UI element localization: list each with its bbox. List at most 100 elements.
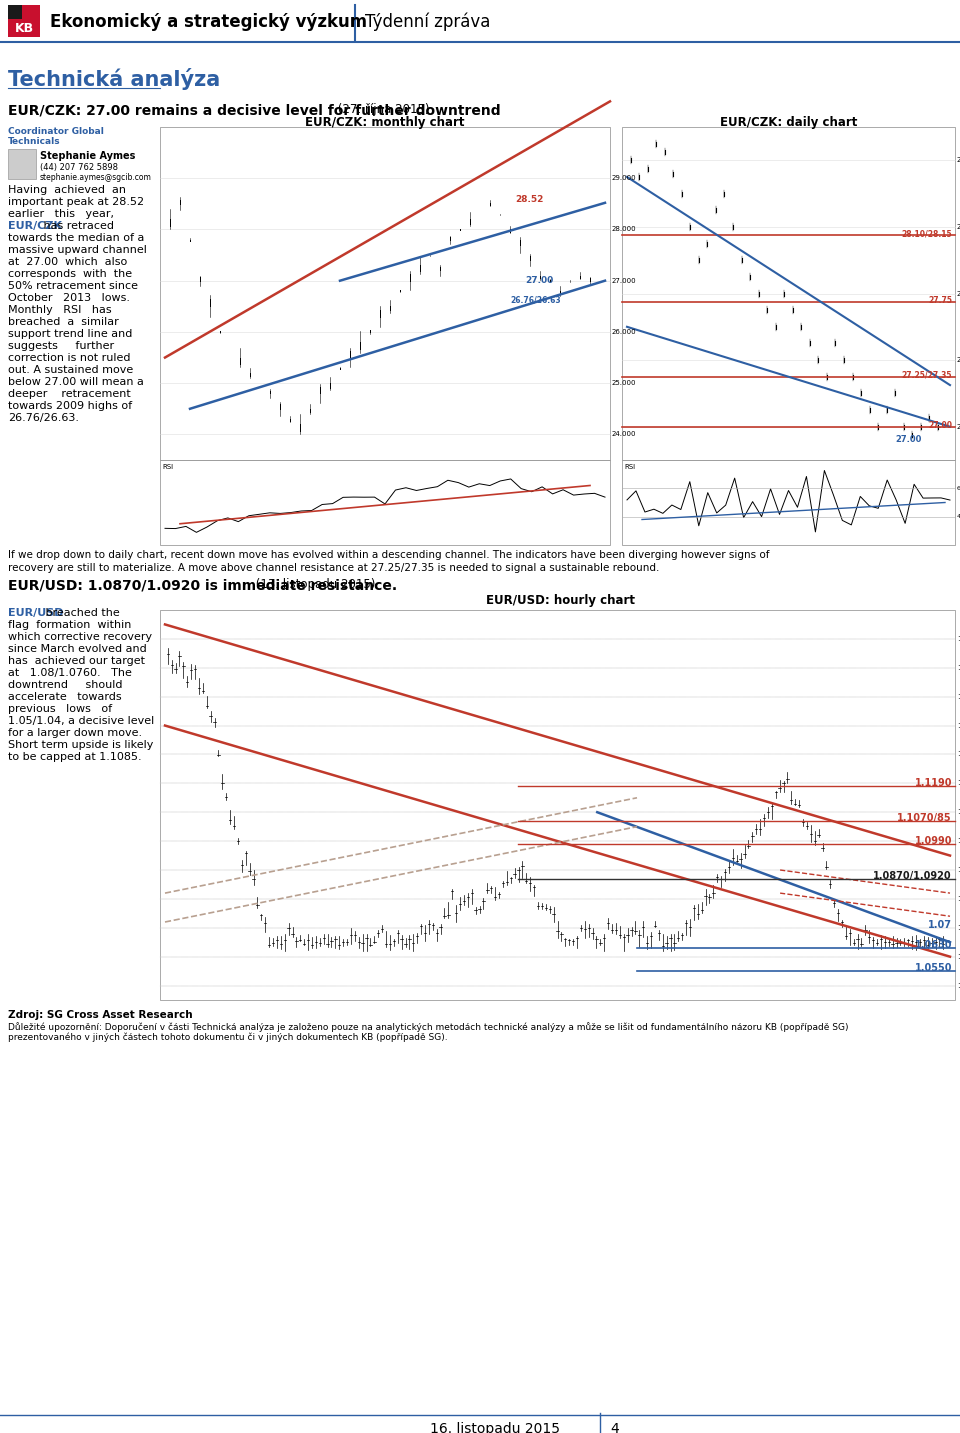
Text: EUR/CZK: monthly chart: EUR/CZK: monthly chart: [305, 116, 465, 129]
Text: (27. října 2015): (27. října 2015): [334, 103, 430, 116]
Text: 29.000: 29.000: [612, 175, 636, 181]
Text: 1.0500: 1.0500: [957, 983, 960, 989]
Text: Having  achieved  an: Having achieved an: [8, 185, 126, 195]
Bar: [0, 0, 960, 42]
Text: Týdenní zpráva: Týdenní zpráva: [365, 13, 491, 32]
Text: EUR/CZK: 27.00 remains a decisive level for further downtrend: EUR/CZK: 27.00 remains a decisive level …: [8, 103, 500, 118]
Text: for a larger down move.: for a larger down move.: [8, 728, 142, 738]
Text: 27.25/27.35: 27.25/27.35: [901, 371, 952, 380]
Text: Technicals: Technicals: [8, 138, 60, 146]
Text: 1.1600: 1.1600: [957, 665, 960, 671]
Text: EUR/CZK: daily chart: EUR/CZK: daily chart: [720, 116, 857, 129]
Text: Monthly   RSI   has: Monthly RSI has: [8, 305, 111, 315]
Text: 26.76/26.63.: 26.76/26.63.: [8, 413, 79, 423]
Text: Short term upside is likely: Short term upside is likely: [8, 739, 154, 749]
Bar: [622, 460, 955, 545]
Text: 27.75: 27.75: [928, 295, 952, 305]
Text: Coordinator Global: Coordinator Global: [8, 128, 104, 136]
Text: 28.52: 28.52: [515, 195, 543, 203]
Text: breached  a  similar: breached a similar: [8, 317, 119, 327]
Text: 28.200: 28.200: [957, 224, 960, 229]
Text: massive upward channel: massive upward channel: [8, 245, 147, 255]
Text: since March evolved and: since March evolved and: [8, 643, 147, 653]
Text: If we drop down to daily chart, recent down move has evolved within a descending: If we drop down to daily chart, recent d…: [8, 550, 770, 560]
Text: 1.07: 1.07: [928, 920, 952, 930]
Bar: [8, 4, 40, 37]
Text: flag  formation  within: flag formation within: [8, 620, 132, 631]
Text: 50% retracement since: 50% retracement since: [8, 281, 138, 291]
Text: 27.800: 27.800: [957, 291, 960, 297]
Text: RSI: RSI: [624, 464, 636, 470]
Text: 27.000: 27.000: [612, 278, 636, 284]
Text: 28.600: 28.600: [957, 158, 960, 163]
Text: to be capped at 1.1085.: to be capped at 1.1085.: [8, 752, 142, 762]
Text: towards 2009 highs of: towards 2009 highs of: [8, 401, 132, 411]
Text: 26.000: 26.000: [612, 330, 636, 335]
Text: Zdroj: SG Cross Asset Research: Zdroj: SG Cross Asset Research: [8, 1010, 193, 1020]
Bar: [160, 128, 610, 460]
Text: Důležité upozornění: Doporučení v části Technická analýza je založeno pouze na a: Důležité upozornění: Doporučení v části …: [8, 1022, 849, 1032]
Text: Technická analýza: Technická analýza: [8, 67, 220, 90]
Text: corresponds  with  the: corresponds with the: [8, 269, 132, 279]
Bar: [622, 128, 955, 460]
Text: (44) 207 762 5898: (44) 207 762 5898: [40, 163, 118, 172]
Text: correction is not ruled: correction is not ruled: [8, 353, 131, 363]
Text: below 27.00 will mean a: below 27.00 will mean a: [8, 377, 144, 387]
Text: which corrective recovery: which corrective recovery: [8, 632, 152, 642]
Text: EUR/CZK: EUR/CZK: [8, 221, 62, 231]
Text: 1.1200: 1.1200: [957, 781, 960, 787]
Text: previous   lows   of: previous lows of: [8, 704, 112, 714]
Text: 1.0700: 1.0700: [957, 924, 960, 931]
Bar: [160, 460, 610, 545]
Text: 1.05/1.04, a decisive level: 1.05/1.04, a decisive level: [8, 716, 155, 727]
Text: out. A sustained move: out. A sustained move: [8, 365, 133, 375]
Text: 1.1070/85: 1.1070/85: [898, 813, 952, 823]
Text: 1.1100: 1.1100: [957, 810, 960, 815]
Text: 1.1000: 1.1000: [957, 838, 960, 844]
Text: Stephanie Aymes: Stephanie Aymes: [40, 150, 135, 160]
Text: 1.1190: 1.1190: [915, 778, 952, 788]
Text: accelerate   towards: accelerate towards: [8, 692, 122, 702]
Text: RSI: RSI: [162, 464, 173, 470]
Text: 1.1700: 1.1700: [957, 636, 960, 642]
Text: 27.00: 27.00: [928, 421, 952, 430]
Text: important peak at 28.52: important peak at 28.52: [8, 196, 144, 206]
Text: EUR/USD: 1.0870/1.0920 is immediate resistance.: EUR/USD: 1.0870/1.0920 is immediate resi…: [8, 577, 397, 592]
Bar: [8, 4, 22, 19]
Text: breached the: breached the: [41, 608, 119, 618]
Text: KB: KB: [14, 21, 34, 34]
Text: support trend line and: support trend line and: [8, 330, 132, 340]
Text: EUR/USD: hourly chart: EUR/USD: hourly chart: [486, 595, 635, 608]
Text: 1.0630: 1.0630: [915, 940, 952, 950]
Text: has  achieved our target: has achieved our target: [8, 656, 145, 666]
Text: 1.0900: 1.0900: [957, 867, 960, 873]
Text: EUR/USD: EUR/USD: [8, 608, 63, 618]
Text: 1.1300: 1.1300: [957, 751, 960, 758]
Bar: [8, 149, 36, 179]
Text: 24.000: 24.000: [612, 431, 636, 437]
Text: at   1.08/1.0760.   The: at 1.08/1.0760. The: [8, 668, 132, 678]
Text: earlier   this   year,: earlier this year,: [8, 209, 114, 219]
Text: 1.0600: 1.0600: [957, 954, 960, 960]
Text: 60: 60: [957, 486, 960, 492]
Text: 25.000: 25.000: [612, 380, 636, 385]
Text: Ekonomický a strategický výzkum: Ekonomický a strategický výzkum: [50, 13, 367, 32]
Text: 27.00: 27.00: [525, 275, 553, 285]
Text: 1.0990: 1.0990: [915, 835, 952, 845]
Text: 1.0800: 1.0800: [957, 896, 960, 901]
Text: 28.000: 28.000: [612, 226, 636, 232]
Text: 27.000: 27.000: [957, 424, 960, 430]
Text: October   2013   lows.: October 2013 lows.: [8, 292, 130, 302]
Text: prezentovaného v jiných částech tohoto dokumentu či v jiných dokumentech KB (pop: prezentovaného v jiných částech tohoto d…: [8, 1032, 447, 1042]
Text: has retraced: has retraced: [40, 221, 114, 231]
Text: 27.00: 27.00: [895, 434, 922, 444]
Text: at  27.00  which  also: at 27.00 which also: [8, 257, 128, 267]
Text: 16. listopadu 2015: 16. listopadu 2015: [430, 1422, 560, 1433]
Text: recovery are still to materialize. A move above channel resistance at 27.25/27.3: recovery are still to materialize. A mov…: [8, 563, 660, 573]
Text: 1.0870/1.0920: 1.0870/1.0920: [874, 871, 952, 881]
Text: 28.10/28.15: 28.10/28.15: [901, 229, 952, 238]
Text: 4: 4: [610, 1422, 619, 1433]
Text: suggests     further: suggests further: [8, 341, 114, 351]
Text: stephanie.aymes@sgcib.com: stephanie.aymes@sgcib.com: [40, 173, 152, 182]
Text: (13. listopadu 2015): (13. listopadu 2015): [252, 577, 375, 590]
